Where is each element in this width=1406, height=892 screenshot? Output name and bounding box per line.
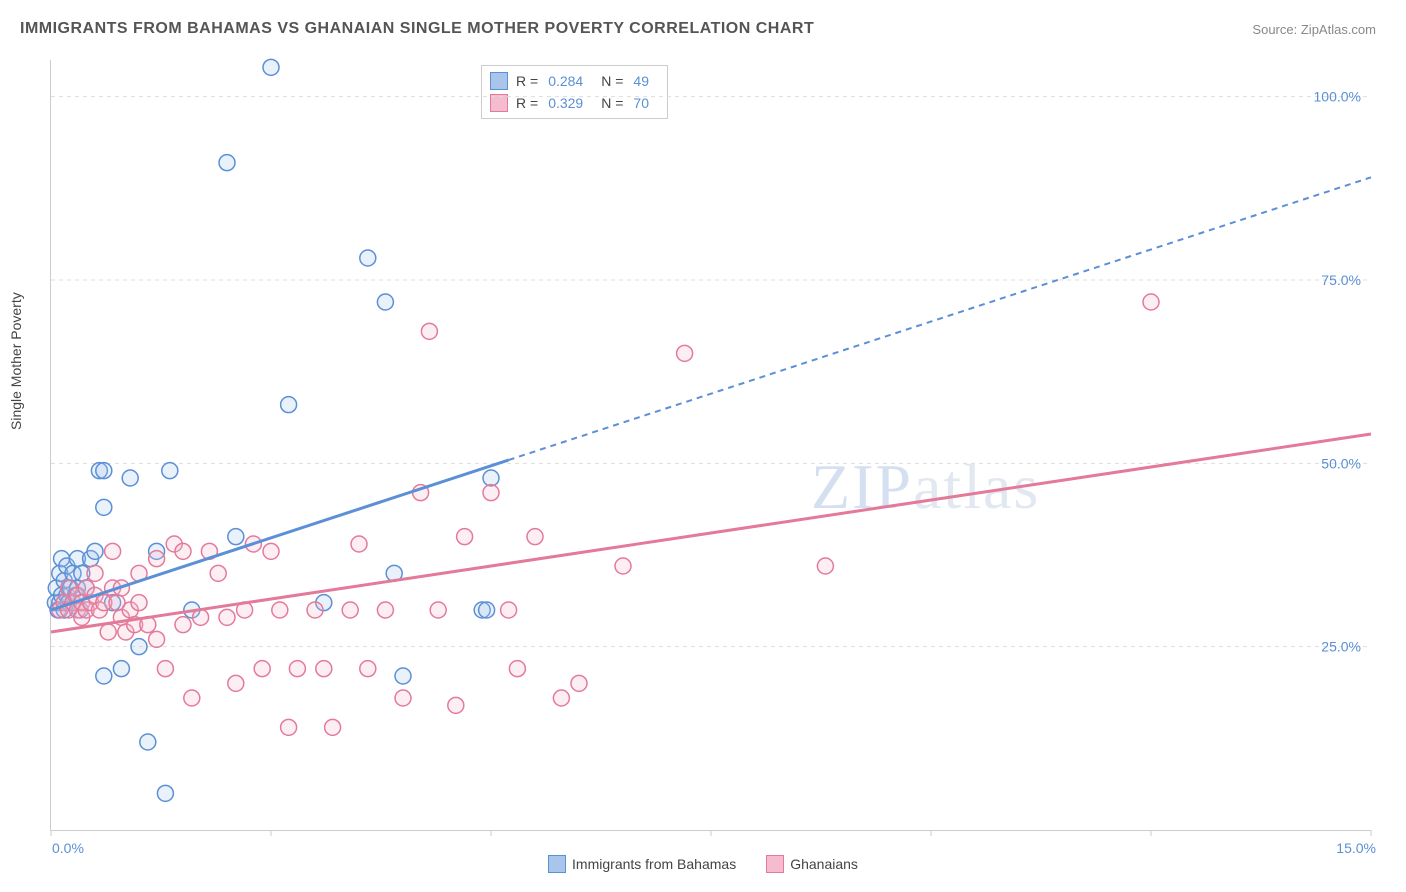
legend-label-ghanaians: Ghanaians: [790, 856, 858, 872]
source-attribution: Source: ZipAtlas.com: [1252, 22, 1376, 37]
swatch-ghanaians-bottom: [766, 855, 784, 873]
svg-text:50.0%: 50.0%: [1321, 455, 1361, 471]
legend-item-bahamas: Immigrants from Bahamas: [548, 842, 736, 886]
svg-text:25.0%: 25.0%: [1321, 639, 1361, 655]
source-label: Source:: [1252, 22, 1297, 37]
chart-plot-area: R = 0.284 N = 49 R = 0.329 N = 70 ZIPatl…: [50, 60, 1371, 831]
y-axis-label: Single Mother Poverty: [8, 292, 24, 430]
legend-item-ghanaians: Ghanaians: [766, 842, 858, 886]
svg-text:100.0%: 100.0%: [1314, 89, 1361, 105]
svg-text:75.0%: 75.0%: [1321, 272, 1361, 288]
legend-label-bahamas: Immigrants from Bahamas: [572, 856, 736, 872]
source-name: ZipAtlas.com: [1301, 22, 1376, 37]
swatch-bahamas-bottom: [548, 855, 566, 873]
scatter-svg: 25.0% 50.0% 75.0% 100.0%: [51, 60, 1371, 830]
legend-bottom: Immigrants from Bahamas Ghanaians: [0, 842, 1406, 886]
chart-title: IMMIGRANTS FROM BAHAMAS VS GHANAIAN SING…: [20, 20, 814, 38]
